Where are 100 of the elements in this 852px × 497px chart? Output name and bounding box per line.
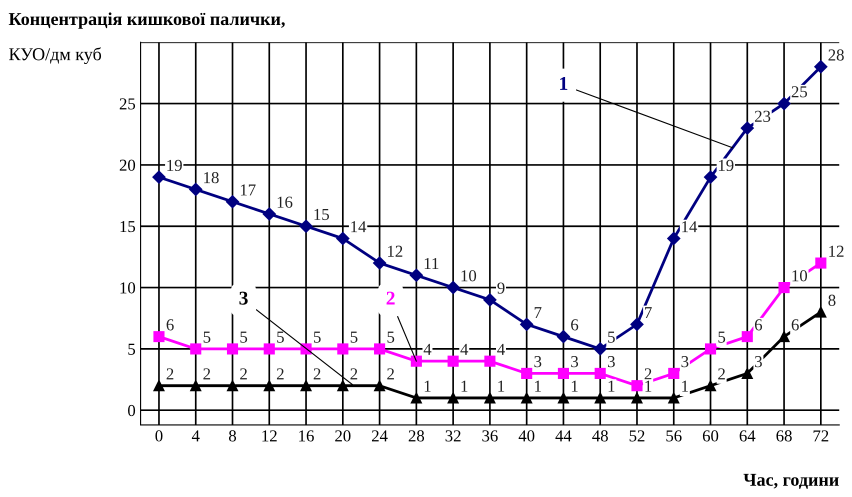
x-tick-label: 20	[335, 430, 351, 442]
data-label: 14	[351, 221, 366, 232]
x-tick-label: 40	[518, 430, 534, 442]
point	[189, 182, 202, 196]
data-label: 1	[608, 380, 614, 392]
data-label: 5	[388, 332, 394, 343]
data-label: 7	[534, 307, 542, 318]
data-label: 5	[608, 332, 615, 343]
point	[815, 257, 826, 269]
point	[262, 207, 276, 221]
point	[594, 392, 606, 404]
x-tick-label: 0	[155, 430, 162, 442]
x-tick-label: 12	[262, 430, 277, 442]
point	[558, 392, 569, 404]
text: 3	[239, 292, 248, 305]
point	[483, 293, 496, 306]
data-label: 12	[829, 246, 844, 257]
x-tick-label: 68	[776, 430, 792, 442]
data-label: 4	[424, 344, 432, 355]
point	[153, 331, 165, 342]
data-label: 19	[718, 160, 734, 172]
x-tick-label: 52	[630, 430, 644, 442]
y-tick-label: 0	[128, 404, 136, 416]
y-tick-label: 15	[120, 221, 136, 232]
point	[374, 380, 386, 392]
data-label: 5	[314, 332, 321, 343]
point	[484, 356, 496, 367]
point	[630, 318, 644, 331]
y-tick-label: 20	[120, 160, 136, 171]
data-label: 1	[462, 380, 468, 392]
data-label: 1	[424, 380, 431, 392]
text: 1	[560, 77, 568, 90]
point	[226, 380, 238, 392]
point	[521, 368, 532, 379]
y-tick-label: 25	[120, 98, 136, 110]
data-label: 25	[792, 86, 808, 98]
point	[153, 380, 165, 392]
point	[704, 343, 716, 354]
x-tick-label: 36	[482, 430, 498, 442]
point	[520, 318, 534, 331]
data-label: 10	[792, 270, 808, 282]
point	[190, 380, 202, 392]
data-label: 18	[204, 172, 219, 184]
point	[667, 232, 680, 246]
data-label: 5	[718, 332, 726, 343]
data-label: 4	[497, 344, 505, 355]
point	[558, 368, 569, 379]
point	[631, 392, 643, 404]
data-label: 1	[572, 380, 578, 392]
point	[668, 368, 680, 379]
point	[704, 170, 718, 184]
data-label: 1	[535, 380, 541, 392]
point	[742, 368, 753, 379]
x-tick-label: 72	[814, 430, 828, 442]
x-tick-label: 4	[192, 430, 200, 442]
point	[446, 280, 460, 294]
data-label: 6	[754, 319, 762, 330]
x-tick-label: 64	[740, 430, 756, 442]
data-label: 1	[645, 380, 652, 392]
data-label: 2	[166, 368, 174, 380]
point	[631, 380, 643, 392]
point	[777, 96, 791, 110]
chart-title: Концентрація кишкової палички,	[8, 12, 285, 29]
point	[668, 392, 680, 404]
point	[594, 368, 606, 379]
point	[226, 343, 238, 354]
data-label: 2	[718, 368, 725, 380]
point	[742, 331, 753, 342]
data-label: 5	[277, 332, 284, 343]
data-label: 5	[350, 332, 358, 343]
data-label: 16	[278, 196, 292, 208]
point	[190, 343, 202, 354]
data-label: 2	[276, 368, 284, 380]
point	[594, 342, 607, 356]
data-label: 6	[792, 319, 799, 330]
data-label: 2	[314, 368, 320, 380]
data-label: 11	[424, 258, 438, 269]
data-label: 15	[314, 208, 330, 220]
point	[410, 356, 422, 367]
point	[373, 256, 386, 270]
point	[337, 343, 348, 354]
data-label: 6	[166, 319, 174, 330]
point	[299, 220, 313, 233]
x-tick-label: 48	[592, 430, 608, 442]
data-label: 23	[754, 110, 770, 122]
data-label: 7	[645, 307, 652, 318]
x-tick-label: 8	[228, 430, 236, 442]
data-label: 4	[460, 344, 468, 355]
point	[300, 380, 312, 392]
data-label: 8	[828, 294, 836, 306]
data-label: 3	[681, 356, 688, 368]
data-label: 3	[755, 356, 762, 368]
data-label: 2	[387, 368, 394, 380]
data-label: 2	[644, 368, 652, 380]
x-tick-label: 56	[666, 430, 682, 442]
point	[778, 282, 790, 294]
data-label: 5	[204, 332, 210, 343]
data-label: 28	[828, 49, 844, 61]
point	[448, 392, 459, 404]
point	[226, 195, 240, 208]
